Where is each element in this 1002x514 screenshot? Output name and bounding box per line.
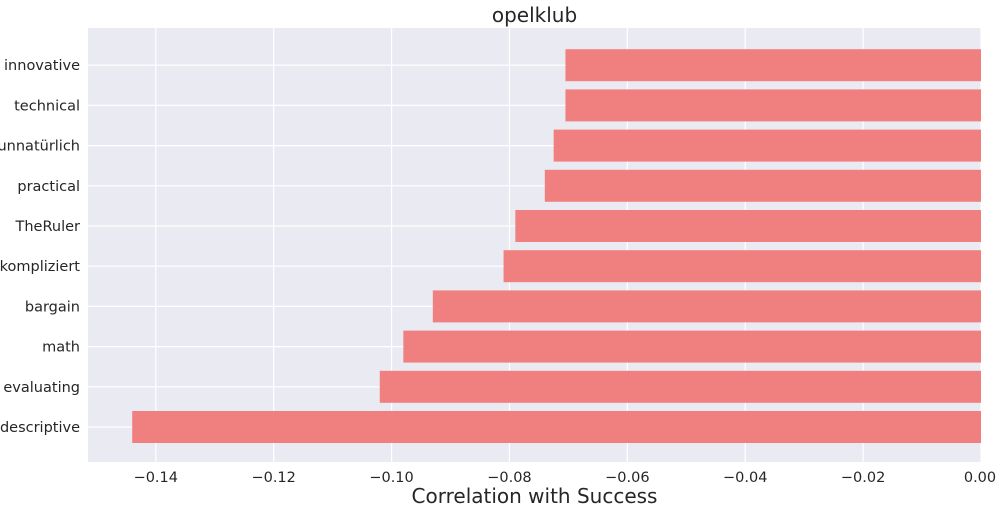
x-tick-label: −0.14 bbox=[134, 470, 178, 486]
bar-bargain bbox=[432, 290, 981, 323]
y-tick-label: bargain bbox=[25, 299, 80, 315]
x-tick-label: −0.10 bbox=[369, 470, 413, 486]
chart-title: opelklub bbox=[492, 3, 577, 27]
x-tick-label: −0.02 bbox=[841, 470, 885, 486]
x-tick-labels: −0.14 −0.12 −0.10 −0.08 −0.06 −0.04 −0.02 0.00 bbox=[134, 470, 997, 486]
x-tick-label: −0.12 bbox=[251, 470, 295, 486]
bar-innovative bbox=[565, 49, 981, 82]
y-tick-label: descriptive bbox=[0, 420, 80, 436]
bar-evaluating bbox=[379, 370, 981, 403]
x-axis-label: Correlation with Success bbox=[412, 484, 658, 508]
y-tick-label: innovative bbox=[4, 58, 80, 74]
bar-unnatürlich bbox=[553, 129, 981, 162]
bars bbox=[132, 49, 982, 443]
y-tick-label: practical bbox=[17, 179, 80, 195]
y-tick-label: technical bbox=[14, 98, 80, 114]
y-tick-label: math bbox=[42, 340, 80, 356]
bar-practical bbox=[544, 169, 981, 202]
bar-kompliziert bbox=[503, 250, 981, 283]
y-tick-label: kompliziert bbox=[0, 259, 80, 275]
bar-theruler bbox=[515, 210, 981, 242]
y-tick-labels: descriptive evaluating math bargain komplizi… bbox=[0, 58, 80, 436]
y-tick-label: TheRuler bbox=[15, 219, 81, 235]
x-tick-label: −0.04 bbox=[723, 470, 767, 486]
x-tick-label: 0.00 bbox=[964, 470, 996, 486]
x-tick-label: −0.06 bbox=[605, 470, 649, 486]
bar-descriptive bbox=[132, 411, 982, 443]
y-tick-label: unnatürlich bbox=[0, 139, 80, 155]
bar-technical bbox=[565, 89, 981, 122]
bar-math bbox=[403, 330, 981, 363]
x-tick-label: −0.08 bbox=[487, 470, 531, 486]
y-tick-label: evaluating bbox=[3, 380, 80, 396]
